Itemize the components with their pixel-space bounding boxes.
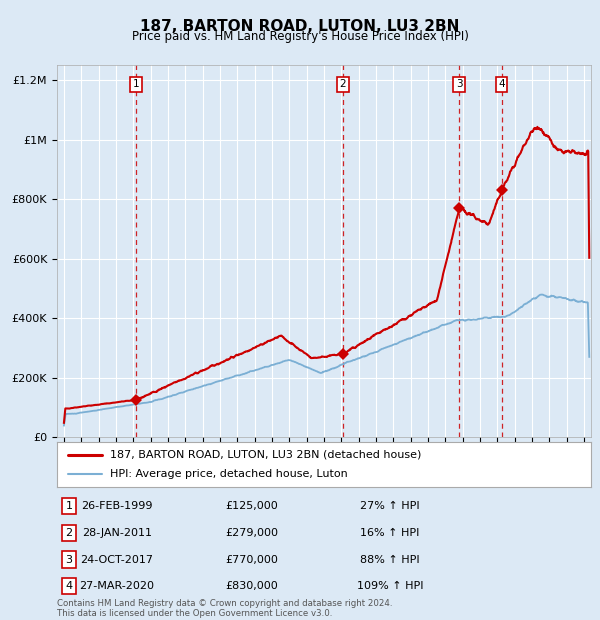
Text: HPI: Average price, detached house, Luton: HPI: Average price, detached house, Luto… [110, 469, 348, 479]
Text: 4: 4 [498, 79, 505, 89]
Text: 1: 1 [65, 501, 73, 512]
Text: 24-OCT-2017: 24-OCT-2017 [80, 554, 154, 565]
Text: 16% ↑ HPI: 16% ↑ HPI [361, 528, 419, 538]
Text: 3: 3 [456, 79, 463, 89]
Text: 26-FEB-1999: 26-FEB-1999 [81, 501, 153, 512]
Text: 27% ↑ HPI: 27% ↑ HPI [360, 501, 420, 512]
Text: 1: 1 [133, 79, 139, 89]
Text: 2: 2 [65, 528, 73, 538]
Text: 88% ↑ HPI: 88% ↑ HPI [360, 554, 420, 565]
Text: 4: 4 [65, 581, 73, 591]
Text: Price paid vs. HM Land Registry's House Price Index (HPI): Price paid vs. HM Land Registry's House … [131, 30, 469, 43]
Text: 28-JAN-2011: 28-JAN-2011 [82, 528, 152, 538]
Text: 109% ↑ HPI: 109% ↑ HPI [357, 581, 423, 591]
Text: 187, BARTON ROAD, LUTON, LU3 2BN (detached house): 187, BARTON ROAD, LUTON, LU3 2BN (detach… [110, 450, 422, 459]
Text: Contains HM Land Registry data © Crown copyright and database right 2024.
This d: Contains HM Land Registry data © Crown c… [57, 599, 392, 618]
Text: £770,000: £770,000 [226, 554, 278, 565]
Text: 187, BARTON ROAD, LUTON, LU3 2BN: 187, BARTON ROAD, LUTON, LU3 2BN [140, 19, 460, 33]
Text: 2: 2 [340, 79, 346, 89]
Text: 3: 3 [65, 554, 73, 565]
Text: £830,000: £830,000 [226, 581, 278, 591]
Text: £125,000: £125,000 [226, 501, 278, 512]
Text: £279,000: £279,000 [226, 528, 278, 538]
Text: 27-MAR-2020: 27-MAR-2020 [79, 581, 155, 591]
